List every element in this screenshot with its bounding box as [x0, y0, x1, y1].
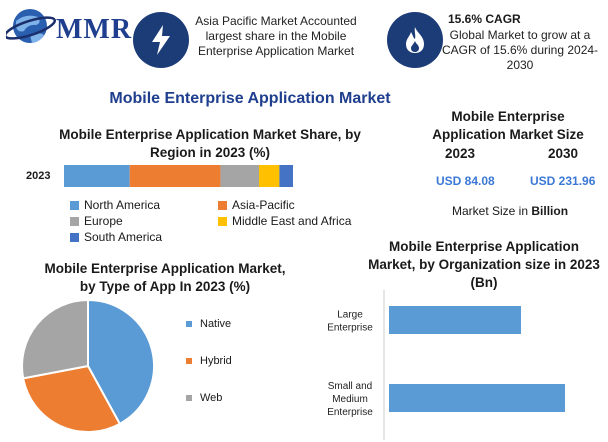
main-title: Mobile Enterprise Application Market — [109, 90, 391, 107]
pie-slice-web — [21, 298, 89, 380]
legend-label: Asia-Pacific — [232, 198, 295, 212]
unit-note-prefix: Market Size in — [452, 204, 532, 218]
region-year-label: 2023 — [26, 170, 51, 182]
legend-swatch — [218, 200, 227, 210]
region-bar-segment-middle-east-and-africa — [258, 165, 280, 187]
unit-note-unit: Billion — [531, 204, 569, 218]
globe-icon — [6, 9, 57, 43]
market-size-title: Mobile Enterprise Application Market Siz… — [432, 109, 584, 142]
year-2030: 2030 — [548, 146, 579, 161]
region-chart-title: Mobile Enterprise Application Market Sha… — [59, 127, 361, 160]
legend-item-asia-pacific: Asia-Pacific — [218, 197, 295, 213]
legend-swatch — [186, 358, 192, 364]
value-2030: USD 231.96 — [530, 174, 596, 188]
org-bar-small-and-medium-enterprise — [389, 384, 565, 412]
region-stacked-bar — [64, 165, 293, 187]
legend-swatch — [70, 216, 79, 226]
legend-label: Web — [200, 392, 223, 404]
pie-slice-hybrid — [21, 364, 122, 433]
pie-slice-native — [87, 298, 155, 426]
org-category-label: Large Enterprise — [327, 310, 373, 334]
legend-item-web: Web — [186, 390, 222, 406]
legend-swatch — [186, 321, 192, 327]
legend-label: North America — [84, 198, 161, 212]
legend-swatch — [70, 200, 79, 210]
value-2023: USD 84.08 — [436, 174, 495, 188]
app-type-legend: Native Hybrid Web — [186, 316, 276, 416]
app-type-pie — [21, 298, 155, 433]
legend-swatch — [186, 395, 192, 401]
flame-icon — [387, 12, 443, 68]
legend-item-europe: Europe — [70, 213, 123, 229]
region-bar-segment-south-america — [279, 165, 293, 187]
org-category-label: Small and Medium Enterprise — [327, 381, 373, 418]
legend-item-north-america: North America — [70, 197, 160, 213]
org-size-chart-title: Mobile Enterprise Application Market, by… — [368, 239, 600, 290]
region-bar-segment-europe — [220, 165, 259, 187]
legend-swatch — [218, 216, 227, 226]
legend-item-hybrid: Hybrid — [186, 353, 232, 369]
legend-label: Hybrid — [200, 355, 232, 367]
unit-note: Market Size in Billion — [452, 204, 568, 218]
legend-item-native: Native — [186, 316, 231, 332]
legend-item-south-america: South America — [70, 229, 162, 245]
legend-label: Native — [200, 318, 232, 330]
cagr-title: 15.6% CAGR — [448, 12, 521, 26]
cagr-text: Global Market to grow at a CAGR of 15.6%… — [441, 28, 599, 72]
logo-text: MMR — [56, 14, 133, 45]
legend-label: Europe — [84, 214, 123, 228]
app-type-chart-title: Mobile Enterprise Application Market, by… — [44, 261, 286, 294]
legend-label: South America — [84, 230, 163, 244]
year-2023: 2023 — [445, 146, 476, 161]
legend-item-middle-east-and-africa: Middle East and Africa — [218, 213, 351, 229]
region-bar-segment-asia-pacific — [129, 165, 221, 187]
region-legend: North America Asia-Pacific Europe Middle Ea… — [70, 197, 370, 247]
org-bar-large-enterprise — [389, 306, 521, 334]
legend-label: Middle East and Africa — [232, 214, 352, 228]
lightning-icon — [133, 12, 189, 68]
info-asia-pacific: Asia Pacific Market Accounted largest sh… — [195, 14, 357, 58]
org-size-bar-chart: Large Enterprise Small and Medium Enterprise — [327, 290, 565, 440]
legend-swatch — [70, 232, 79, 242]
region-bar-segment-north-america — [64, 165, 130, 187]
